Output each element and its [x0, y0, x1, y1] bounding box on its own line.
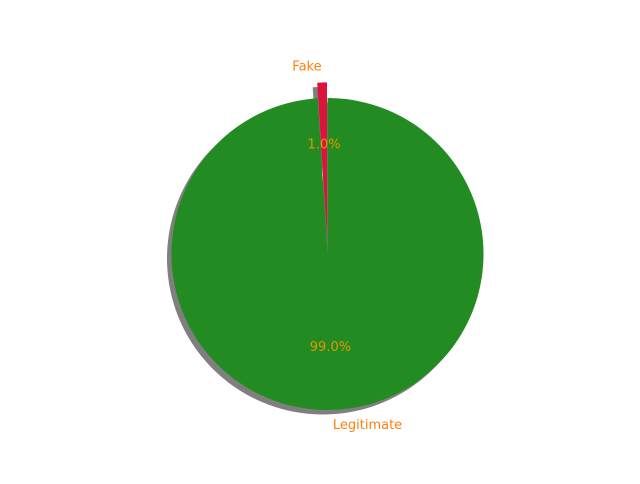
- slice-fake: [317, 82, 328, 239]
- slice-legitimate: [171, 98, 484, 410]
- label-fake: Fake: [292, 59, 321, 74]
- label-legitimate: Legitimate: [333, 418, 402, 433]
- pct-label-fake: 1.0%: [308, 137, 341, 152]
- slice-layer: [171, 82, 484, 410]
- label-layer: Fake 1.0% Legitimate 99.0%: [292, 59, 402, 433]
- pct-label-legitimate: 99.0%: [310, 340, 351, 355]
